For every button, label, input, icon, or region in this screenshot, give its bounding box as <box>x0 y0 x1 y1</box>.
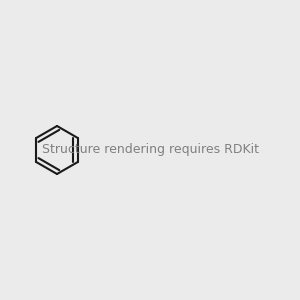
Text: Structure rendering requires RDKit: Structure rendering requires RDKit <box>41 143 259 157</box>
